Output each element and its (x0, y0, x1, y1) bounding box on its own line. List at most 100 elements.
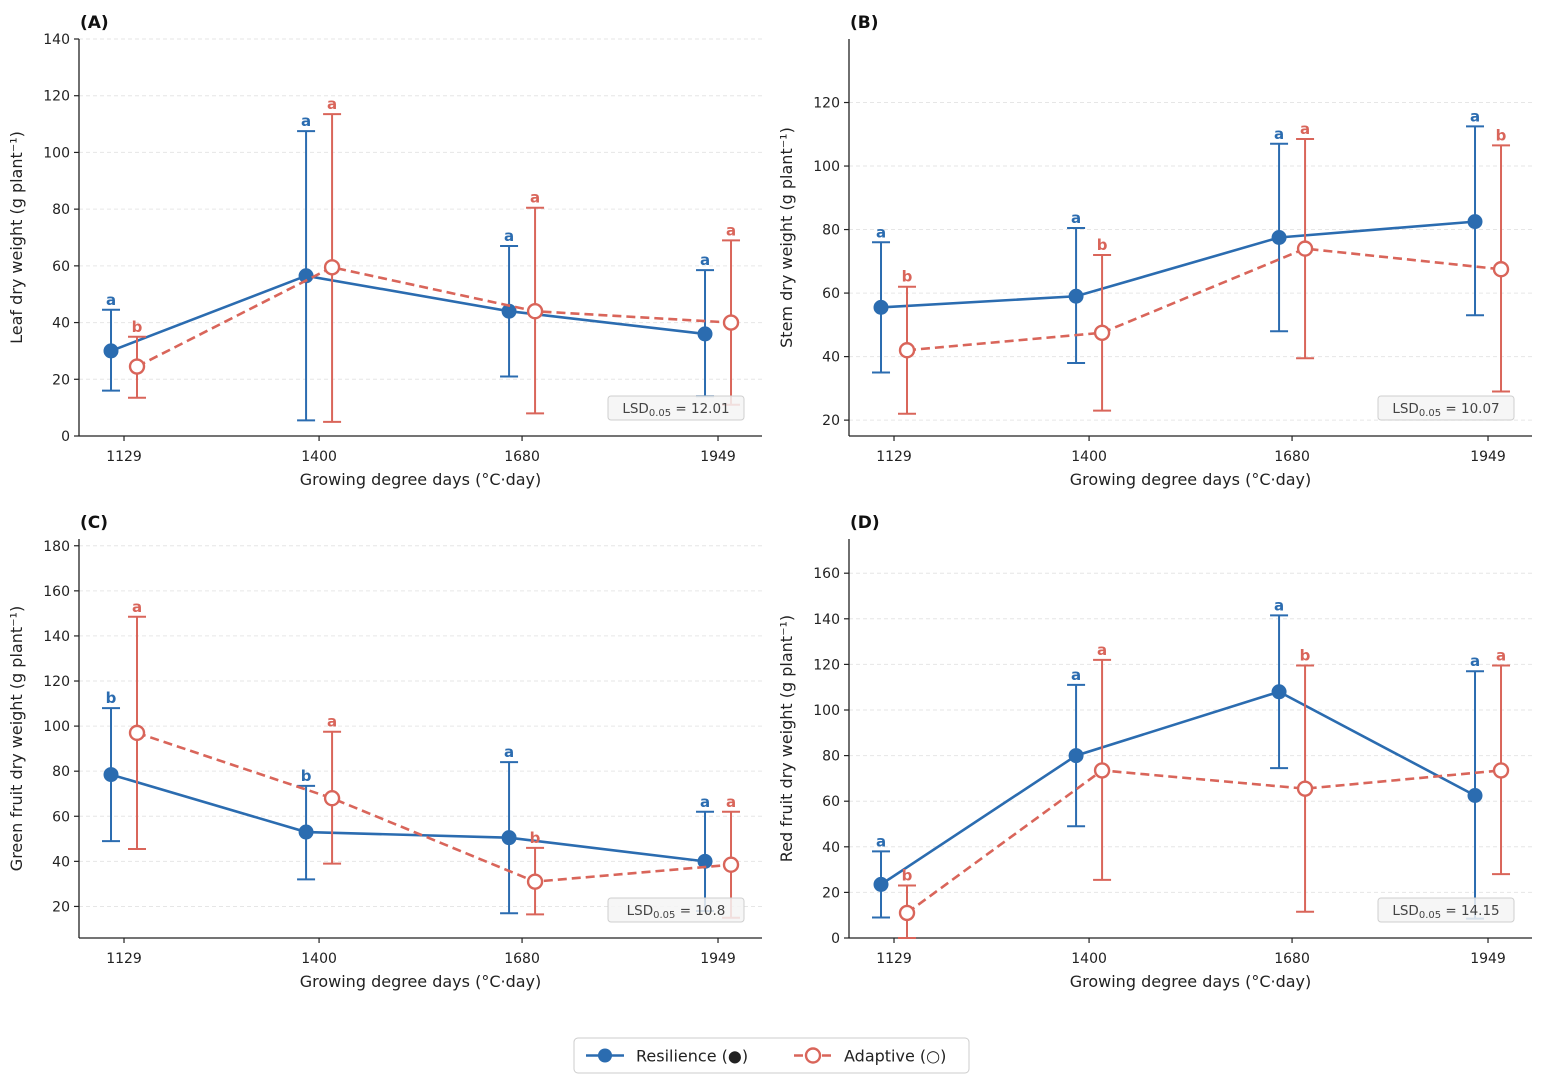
legend-label: Resilience (●) (636, 1047, 748, 1066)
lsd-value: = 14.15 (1441, 903, 1500, 919)
y-axis-title: Leaf dry weight (g plant⁻¹) (7, 131, 26, 344)
lsd-prefix: LSD (627, 903, 654, 919)
significance-letter: a (876, 832, 886, 850)
y-tick-label: 60 (52, 259, 70, 275)
legend: Resilience (●) Adaptive (○) (573, 1037, 970, 1074)
significance-letter: b (530, 829, 541, 847)
significance-letter: a (504, 227, 514, 245)
x-tick-label: 1400 (301, 951, 337, 967)
x-tick-label: 1949 (1470, 951, 1506, 967)
significance-letter: a (700, 251, 710, 269)
data-point (1271, 230, 1287, 245)
x-tick-label: 1400 (301, 449, 337, 465)
data-point (128, 724, 146, 742)
data-point (323, 790, 341, 807)
significance-letter: a (132, 598, 142, 616)
panel-a: 0 20 40 60 80 100 120 140 1129 1400 1680 1949 Growin… (7, 13, 762, 489)
lsd-text: LSD0.05 = 10.07 (1392, 401, 1499, 419)
series-adaptive: a a b a (128, 598, 741, 919)
panel-b: 20 40 60 80 100 120 1129 1400 1680 1949 Growing de… (777, 13, 1532, 489)
y-tick-label: 160 (813, 566, 840, 582)
series-resilience: b b a a (102, 689, 715, 915)
significance-letter: a (327, 95, 337, 113)
data-point (1068, 748, 1084, 764)
series-line (880, 220, 1476, 309)
x-tick-label: 1129 (106, 449, 142, 465)
y-tick-label: 120 (813, 96, 840, 112)
data-point (128, 358, 146, 375)
lsd-prefix: LSD (1392, 401, 1419, 417)
x-axis-title: Growing degree days (°C·day) (300, 470, 542, 489)
y-tick-label: 40 (52, 854, 70, 870)
significance-letter: b (132, 318, 143, 336)
y-tick-label: 100 (813, 703, 840, 719)
y-tick-label: 60 (52, 809, 70, 825)
legend-entry-resilience: Resilience (●) (586, 1047, 748, 1066)
lsd-box (607, 395, 745, 421)
data-point (873, 876, 889, 892)
y-tick-label: 100 (43, 719, 70, 735)
data-point (526, 303, 544, 320)
y-tick-label: 120 (43, 89, 70, 105)
legend-marker (598, 1048, 612, 1063)
panel-c: 20 40 60 80 100 120 140 160 180 1129 1400 1680 1949 G… (7, 513, 762, 991)
significance-letter: a (1097, 641, 1107, 659)
data-point (697, 326, 713, 342)
panel-label: (B) (850, 13, 879, 33)
lsd-subscript: 0.05 (1419, 910, 1441, 921)
lsd-prefix: LSD (622, 401, 649, 417)
y-tick-label: 0 (831, 931, 840, 947)
x-tick-label: 1949 (700, 951, 736, 967)
y-tick-label: 160 (43, 584, 70, 600)
y-axis-title: Green fruit dry weight (g plant⁻¹) (7, 606, 26, 871)
series-line (906, 769, 1502, 914)
series-line (906, 247, 1502, 352)
significance-letter: a (1071, 209, 1081, 227)
series-line (136, 731, 732, 883)
x-tick-label: 1680 (504, 951, 540, 967)
y-tick-label: 100 (43, 145, 70, 161)
data-point (1093, 324, 1111, 341)
significance-letter: a (1470, 107, 1480, 125)
data-point (501, 830, 517, 846)
x-tick-label: 1680 (1274, 951, 1310, 967)
y-tick-label: 180 (43, 539, 70, 555)
lsd-annotation: LSD0.05 = 12.01 (607, 395, 745, 421)
significance-letter: b (1496, 126, 1507, 144)
series-line (110, 274, 706, 353)
x-tick-label: 1949 (700, 449, 736, 465)
lsd-value: = 12.01 (671, 401, 730, 417)
x-tick-label: 1400 (1071, 951, 1107, 967)
x-tick-label: 1400 (1071, 449, 1107, 465)
y-tick-label: 20 (822, 413, 840, 429)
y-tick-label: 40 (52, 316, 70, 332)
legend-label: Adaptive (○) (844, 1047, 946, 1066)
data-point (1068, 288, 1084, 304)
lsd-text: LSD0.05 = 14.15 (1392, 903, 1499, 921)
lsd-box (1377, 395, 1515, 421)
x-tick-label: 1129 (106, 951, 142, 967)
significance-letter: a (726, 793, 736, 811)
data-point (103, 343, 119, 359)
data-point (1467, 214, 1483, 230)
significance-letter: b (1097, 236, 1108, 254)
significance-letter: a (1496, 647, 1506, 665)
y-tick-label: 80 (822, 749, 840, 765)
significance-letter: a (327, 713, 337, 731)
data-point (697, 853, 713, 869)
data-point (1492, 261, 1510, 278)
panel-label: (D) (850, 513, 880, 533)
lsd-text: LSD0.05 = 10.8 (627, 903, 726, 921)
y-tick-label: 100 (813, 159, 840, 175)
significance-letter: b (902, 268, 913, 286)
data-point (298, 824, 314, 840)
data-point (722, 314, 740, 331)
x-tick-label: 1680 (1274, 449, 1310, 465)
y-tick-label: 80 (52, 202, 70, 218)
significance-letter: a (876, 223, 886, 241)
data-point (1467, 788, 1483, 803)
data-point (722, 856, 740, 873)
